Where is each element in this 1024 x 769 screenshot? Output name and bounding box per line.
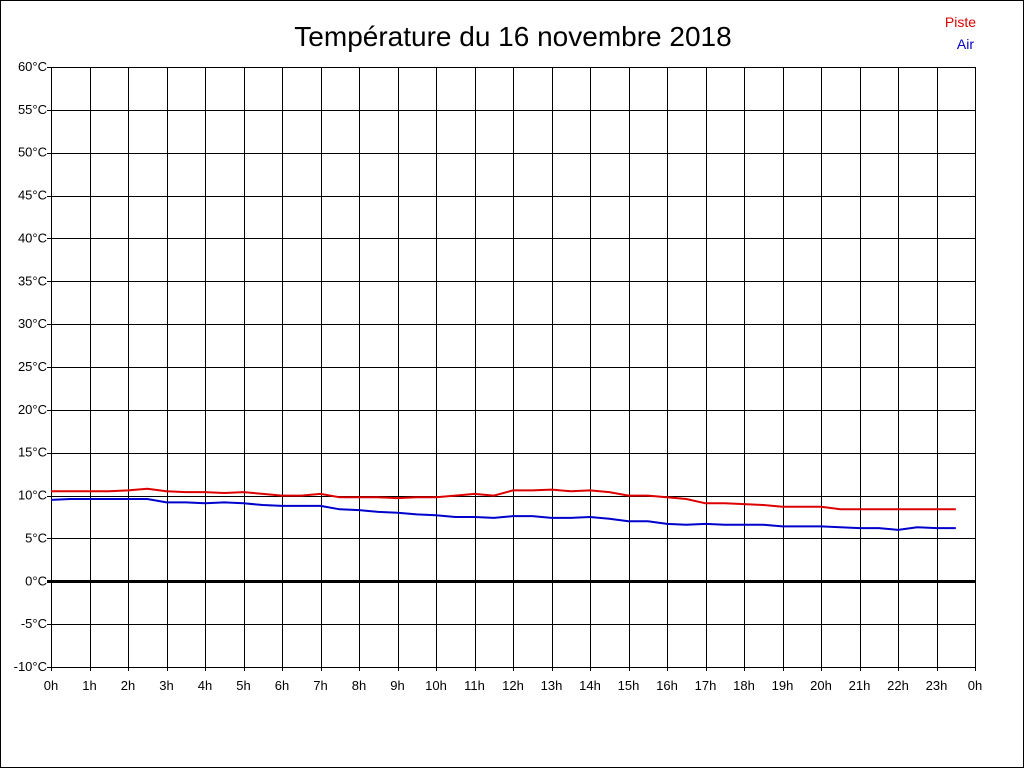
x-tick-label: 19h — [772, 678, 794, 693]
series-line-air — [50, 498, 956, 531]
y-tick-label: 25°C — [18, 359, 47, 374]
y-tick-label: 50°C — [18, 145, 47, 160]
x-tick-label: 21h — [849, 678, 871, 693]
x-tick-label: 2h — [121, 678, 135, 693]
x-tick-label: 5h — [236, 678, 250, 693]
y-tick-label: 45°C — [18, 188, 47, 203]
x-tick-label: 0h — [968, 678, 982, 693]
x-tick-label: 15h — [618, 678, 640, 693]
x-tick-label: 20h — [810, 678, 832, 693]
y-axis-ticks: -10°C -5°C 0°C 5°C 10°C 15°C 20°C 25°C 30°C 35°C 4… — [14, 59, 47, 674]
x-tick-label: 12h — [502, 678, 524, 693]
y-tick-label: 0°C — [25, 573, 47, 588]
x-tick-label: 22h — [887, 678, 909, 693]
x-tick-label: 14h — [579, 678, 601, 693]
x-tick-label: 11h — [464, 678, 485, 693]
x-tick-label: 17h — [695, 678, 717, 693]
y-tick-label: -10°C — [14, 659, 47, 674]
x-axis-ticks: 0h 1h 2h 3h 4h 5h 6h 7h 8h 9h 10h 11h 12h 13h 14h 15h 16… — [44, 678, 982, 693]
y-tick-label: 55°C — [18, 102, 47, 117]
y-tick-label: 40°C — [18, 230, 47, 245]
y-tick-label: 20°C — [18, 402, 47, 417]
x-tick-label: 7h — [313, 678, 327, 693]
x-tick-label: 3h — [159, 678, 173, 693]
x-tick-label: 9h — [390, 678, 404, 693]
x-tick-label: 10h — [425, 678, 447, 693]
legend-air: Air — [957, 36, 974, 52]
y-tick-label: 60°C — [18, 59, 47, 74]
x-tick-label: 6h — [275, 678, 289, 693]
x-tick-label: 23h — [926, 678, 948, 693]
x-tick-label: 4h — [198, 678, 212, 693]
x-tick-label: 13h — [541, 678, 563, 693]
grid — [47, 67, 976, 671]
legend-piste: Piste — [945, 14, 976, 30]
series-line-piste — [51, 487, 956, 511]
y-tick-label: 30°C — [18, 316, 47, 331]
y-tick-label: -5°C — [21, 616, 47, 631]
y-tick-label: 10°C — [18, 488, 47, 503]
x-tick-label: 18h — [733, 678, 755, 693]
x-tick-label: 0h — [44, 678, 58, 693]
x-tick-label: 1h — [82, 678, 96, 693]
series-lines — [50, 487, 956, 531]
y-tick-label: 5°C — [25, 530, 47, 545]
x-tick-label: 8h — [352, 678, 366, 693]
chart-title: Température du 16 novembre 2018 — [294, 21, 731, 52]
y-tick-label: 15°C — [18, 445, 47, 460]
x-tick-label: 16h — [656, 678, 678, 693]
y-tick-label: 35°C — [18, 273, 47, 288]
